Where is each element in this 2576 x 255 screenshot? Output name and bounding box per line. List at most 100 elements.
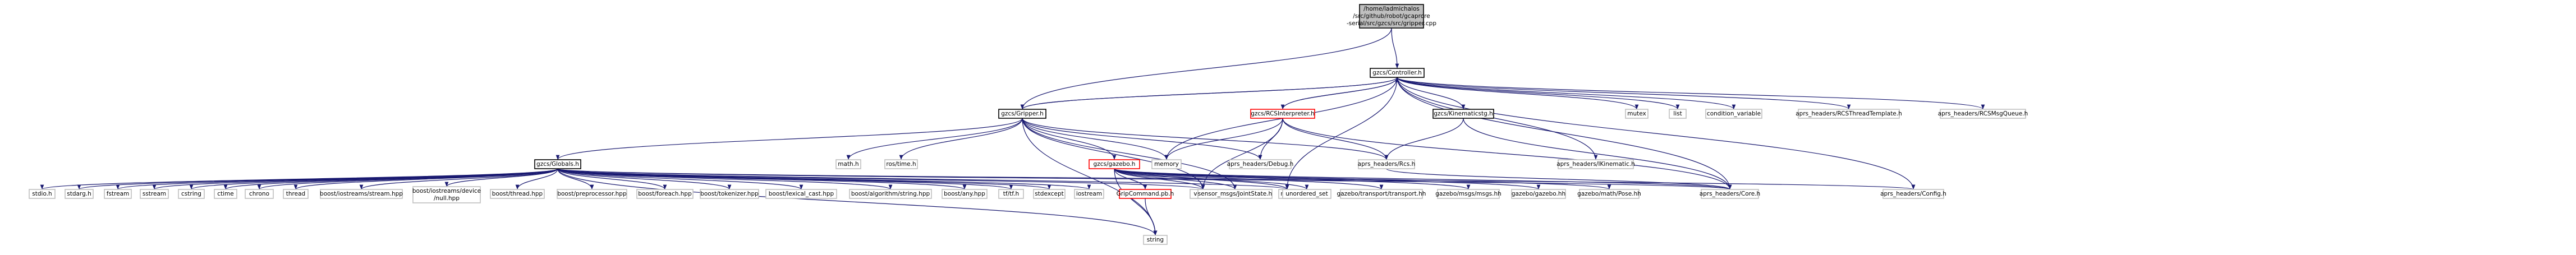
node-rcsthreadtemplate-box bbox=[1798, 109, 1900, 119]
node-boostalgostring: boost/algorithm/string.hpp bbox=[849, 189, 932, 199]
edge-rcsinterpreter-to-debug bbox=[1258, 118, 1283, 160]
node-ikinematic-box bbox=[1558, 159, 1634, 169]
node-rcsmsgqueue: aprs_headers/RCSMsgQueue.h bbox=[1938, 109, 2028, 119]
edge-gzcsgazebo-to-gripcommand bbox=[1114, 168, 1147, 190]
edge-controller-to-list bbox=[1397, 77, 1680, 110]
edge-controller-to-rcsthreadtemplate bbox=[1397, 77, 1851, 110]
edge-gzcsgazebo-to-map bbox=[1114, 168, 1289, 190]
node-sensorjoint: sensor_msgs/JointState.h bbox=[1197, 189, 1273, 199]
node-mutex-label: mutex bbox=[1627, 110, 1646, 117]
node-chrono-label: chrono bbox=[249, 191, 269, 197]
node-gazebomsgs-box bbox=[1437, 189, 1500, 199]
edge-globals-to-iostream bbox=[557, 168, 1091, 190]
node-rcs-box bbox=[1358, 159, 1415, 169]
node-boostiostreamsnull: boost/iostreams/device/null.hpp bbox=[412, 186, 481, 203]
edge-root-to-gripper bbox=[1020, 27, 1392, 110]
node-config: aprs_headers/Config.h bbox=[1880, 189, 1946, 199]
edge-globals-to-sstream bbox=[152, 168, 558, 190]
node-boostiostreamsnull-label: boost/iostreams/device bbox=[412, 188, 481, 194]
edge-kinematicsh-to-rcs bbox=[1384, 118, 1464, 160]
node-rcsmsgqueue-label: aprs_headers/RCSMsgQueue.h bbox=[1938, 110, 2028, 117]
node-boostlexicalcast-box bbox=[765, 189, 837, 199]
node-gripcommand-label: GripCommand.pb.h bbox=[1117, 191, 1174, 197]
node-mathh-box bbox=[835, 159, 861, 169]
node-kinematicsh[interactable]: gzcs/Kinematicstg.h bbox=[1432, 109, 1494, 119]
node-sensorjoint-label: sensor_msgs/JointState.h bbox=[1198, 191, 1272, 197]
node-boostiostreamsstream: boost/iostreams/stream.hpp bbox=[320, 189, 403, 199]
node-string: string bbox=[1143, 235, 1168, 245]
node-fstream-label: fstream bbox=[107, 191, 130, 197]
node-debug: aprs_headers/Debug.h bbox=[1227, 159, 1294, 169]
edge-globals-to-boostthread bbox=[515, 168, 558, 190]
node-gazebopose: gazebo/math/Pose.hh bbox=[1577, 189, 1641, 199]
node-kinematicsh-box bbox=[1432, 109, 1494, 119]
node-config-label: aprs_headers/Config.h bbox=[1880, 191, 1946, 197]
node-rostime: ros/time.h bbox=[884, 159, 918, 169]
node-gripcommand[interactable]: GripCommand.pb.h bbox=[1117, 189, 1174, 199]
edge-rcsinterpreter-to-rcs bbox=[1282, 118, 1389, 160]
node-condvar: condition_variable bbox=[1705, 109, 1762, 119]
node-rcsinterpreter[interactable]: gzcs/RCSInterpreter.h bbox=[1250, 109, 1315, 119]
node-gazebomsgs-label: gazebo/msgs/msgs.hh bbox=[1435, 191, 1501, 197]
node-list-box bbox=[1669, 109, 1687, 119]
node-debug-label: aprs_headers/Debug.h bbox=[1227, 161, 1294, 168]
node-condvar-label: condition_variable bbox=[1707, 110, 1761, 117]
node-boostiostreamsstream-box bbox=[320, 189, 403, 199]
node-gripper[interactable]: gzcs/Gripper.h bbox=[998, 109, 1046, 119]
edge-globals-to-boostiostreamsnull bbox=[444, 168, 558, 187]
node-globals[interactable]: gzcs/Globals.h bbox=[534, 159, 581, 169]
node-unorderedset-label: unordered_set bbox=[1285, 191, 1328, 197]
node-boostthread-label: boost/thread.hpp bbox=[492, 191, 543, 197]
node-debug-box bbox=[1229, 159, 1292, 169]
node-boostalgostring-label: boost/algorithm/string.hpp bbox=[851, 191, 930, 197]
node-controller[interactable]: gzcs/Controller.h bbox=[1370, 68, 1425, 78]
edge-controller-to-condvar bbox=[1397, 77, 1736, 110]
node-condvar-box bbox=[1705, 109, 1762, 119]
edge-controller-to-ikinematic bbox=[1397, 77, 1598, 160]
node-root[interactable]: /home/ladmichalos/src/github/robot/gcapr… bbox=[1347, 4, 1436, 29]
node-ctime-label: ctime bbox=[217, 191, 234, 197]
edge-kinematicsh-to-core bbox=[1463, 118, 1732, 190]
node-boostforeach-box bbox=[636, 189, 694, 199]
edge-controller-to-kinematicsh bbox=[1397, 77, 1466, 110]
edge-globals-to-config bbox=[557, 168, 1915, 190]
node-memory: memory bbox=[1151, 159, 1182, 169]
node-core-box bbox=[1701, 189, 1759, 199]
node-gazebotransport-label: gazebo/transport/transport.hh bbox=[1337, 191, 1426, 197]
node-sstream-box bbox=[140, 189, 169, 199]
node-iostream-box bbox=[1074, 189, 1104, 199]
node-cstring-box bbox=[178, 189, 205, 199]
node-gazebopose-box bbox=[1579, 189, 1640, 199]
node-stdarg: stdarg.h bbox=[65, 189, 94, 199]
node-unorderedset-box bbox=[1282, 189, 1331, 199]
edge-gripper-to-mathh bbox=[846, 118, 1023, 160]
node-boostthread-box bbox=[490, 189, 545, 199]
edge-gzcsgazebo-to-gazebopose bbox=[1114, 168, 1611, 190]
node-rcs-label: aprs_headers/Rcs.h bbox=[1358, 161, 1416, 168]
node-boostany-label: boost/any.hpp bbox=[944, 191, 985, 197]
node-stdio: stdio.h bbox=[29, 189, 56, 199]
node-ikinematic-label: aprs_headers/IKinematic.h bbox=[1556, 161, 1635, 168]
node-ctime-box bbox=[214, 189, 237, 199]
edge-globals-to-fstream bbox=[116, 168, 558, 190]
node-gazebopose-label: gazebo/math/Pose.hh bbox=[1577, 191, 1641, 197]
node-core: aprs_headers/Core.h bbox=[1700, 189, 1760, 199]
node-rcs: aprs_headers/Rcs.h bbox=[1358, 159, 1416, 169]
edge-gripper-to-controller bbox=[1022, 77, 1399, 110]
node-sstream: sstream bbox=[140, 189, 169, 199]
node-boostany: boost/any.hpp bbox=[942, 189, 988, 199]
node-boostlexicalcast: boost/lexical_cast.hpp bbox=[765, 189, 837, 199]
edge-rcs-to-core bbox=[1386, 168, 1732, 190]
node-stdexcept: stdexcept bbox=[1033, 189, 1066, 199]
edge-controller-to-rcsmsgqueue bbox=[1397, 77, 1985, 110]
node-gzcsgazebo[interactable]: gzcs/gazebo.h bbox=[1089, 159, 1140, 169]
edge-globals-to-string bbox=[557, 168, 1158, 236]
node-string-box bbox=[1143, 235, 1168, 245]
node-string-label: string bbox=[1147, 237, 1164, 243]
node-gazebomsgs: gazebo/msgs/msgs.hh bbox=[1435, 189, 1501, 199]
node-list-label: list bbox=[1673, 110, 1682, 117]
node-boostiostreamsnull-box bbox=[412, 186, 481, 203]
edge-gzcsgazebo-to-core bbox=[1114, 168, 1732, 190]
edge-globals-to-boostiostreamsstream bbox=[359, 168, 558, 190]
node-core-label: aprs_headers/Core.h bbox=[1700, 191, 1760, 197]
